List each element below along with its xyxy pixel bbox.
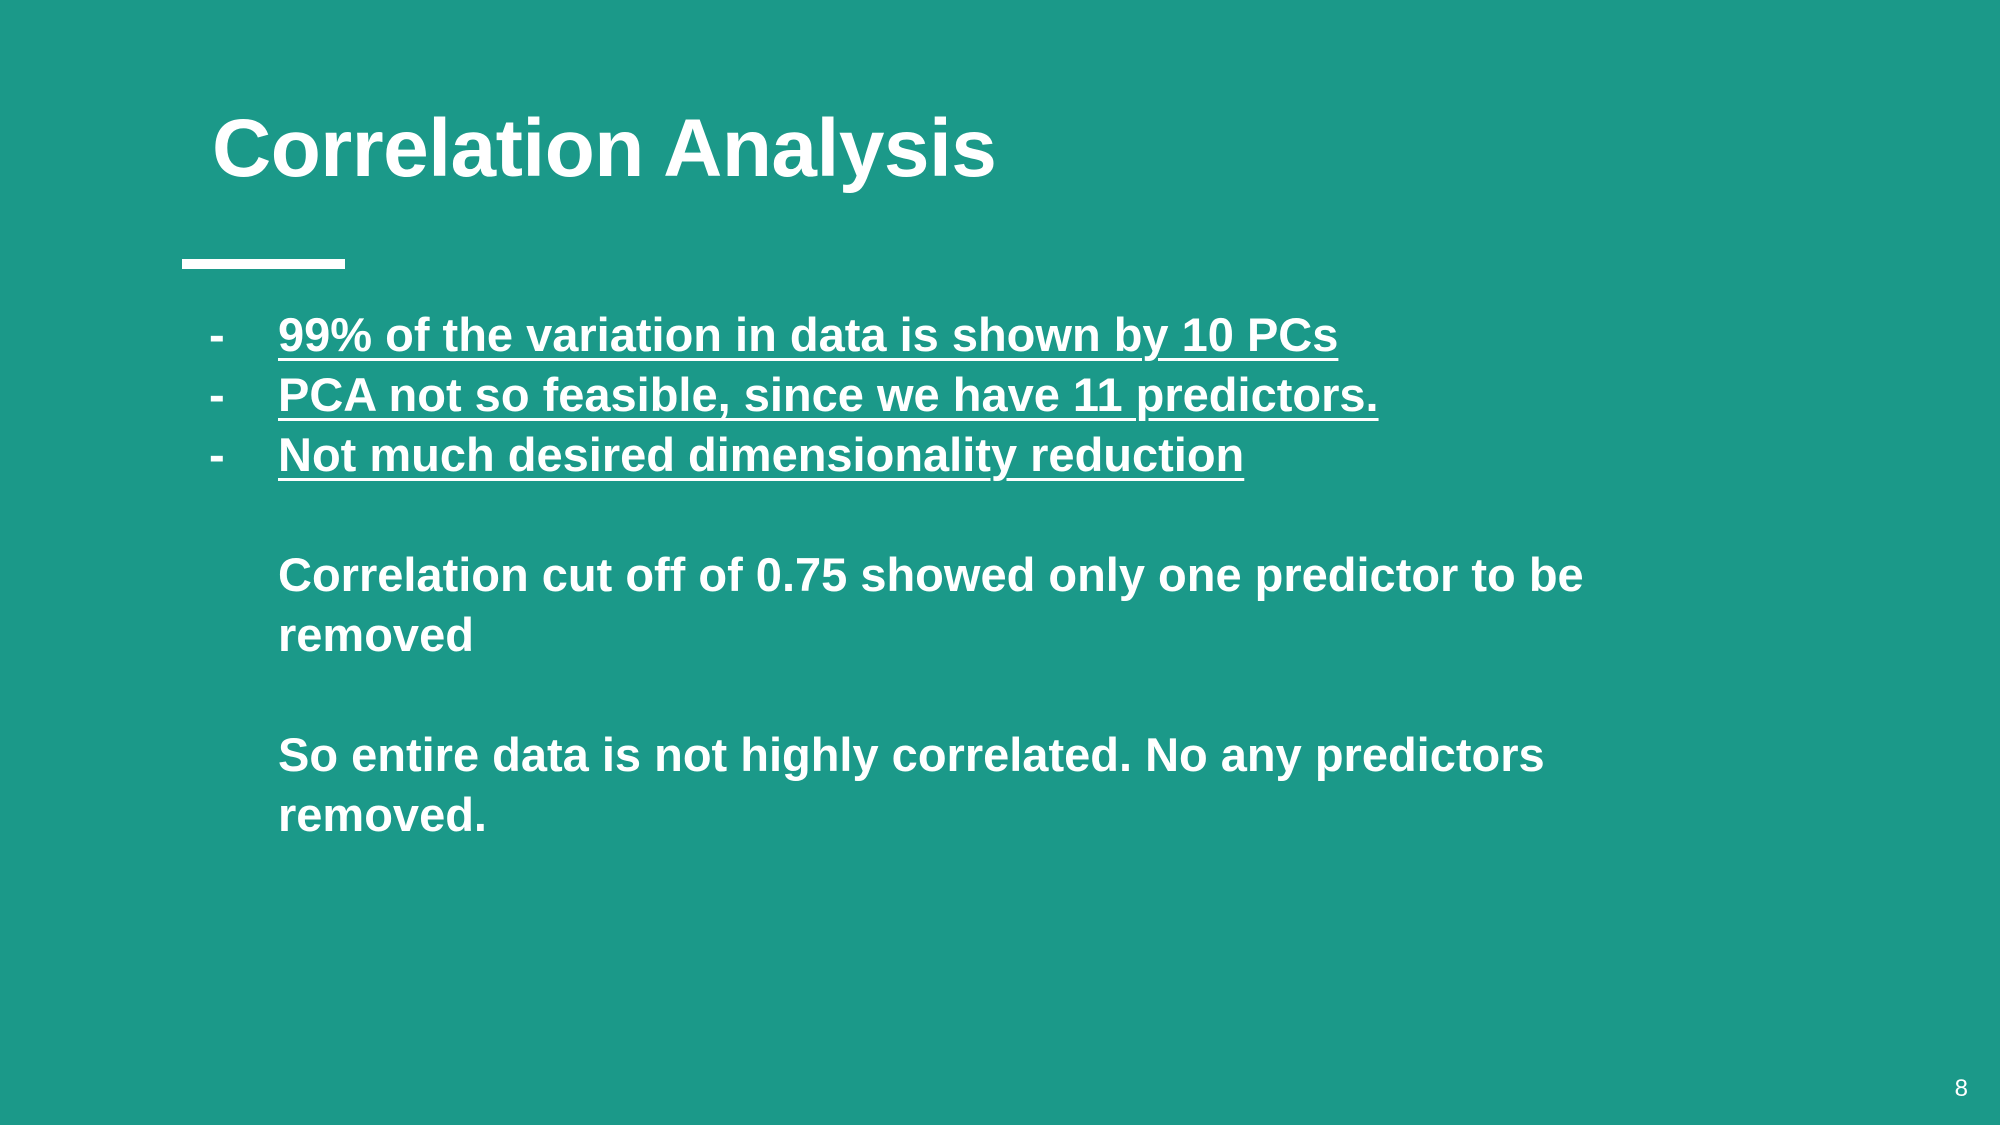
bullet-marker: - bbox=[209, 428, 225, 481]
list-item: - PCA not so feasible, since we have 11 … bbox=[206, 365, 1746, 425]
slide-body: - 99% of the variation in data is shown … bbox=[206, 305, 1746, 845]
bullet-text-pcs-variation: 99% of the variation in data is shown by… bbox=[278, 308, 1339, 361]
paragraph-conclusion: So entire data is not highly correlated.… bbox=[278, 728, 1545, 841]
list-item: - Not much desired dimensionality reduct… bbox=[206, 425, 1746, 485]
bullet-list: - 99% of the variation in data is shown … bbox=[206, 305, 1746, 485]
slide-title: Correlation Analysis bbox=[212, 103, 997, 194]
paragraph-correlation-cutoff: Correlation cut off of 0.75 showed only … bbox=[278, 548, 1584, 661]
bullet-text-pca-feasibility: PCA not so feasible, since we have 11 pr… bbox=[278, 368, 1379, 421]
bullet-text-dimensionality: Not much desired dimensionality reductio… bbox=[278, 428, 1245, 481]
bullet-marker: - bbox=[209, 368, 225, 421]
list-item: - 99% of the variation in data is shown … bbox=[206, 305, 1746, 365]
bullet-marker: - bbox=[209, 308, 225, 361]
page-number: 8 bbox=[1954, 1075, 1968, 1102]
title-underline-rule bbox=[182, 259, 345, 269]
